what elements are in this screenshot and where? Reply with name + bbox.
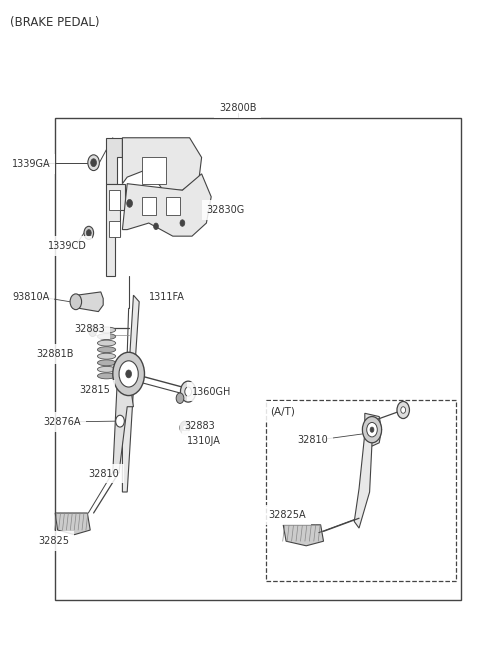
Circle shape bbox=[91, 159, 96, 167]
Polygon shape bbox=[122, 174, 211, 236]
Text: 32883: 32883 bbox=[74, 324, 105, 335]
Polygon shape bbox=[106, 138, 122, 184]
Polygon shape bbox=[354, 420, 373, 528]
Circle shape bbox=[180, 220, 185, 226]
Text: 1310JA: 1310JA bbox=[187, 436, 221, 446]
Text: 32800B: 32800B bbox=[219, 103, 256, 113]
Ellipse shape bbox=[97, 327, 116, 333]
Circle shape bbox=[84, 226, 94, 239]
Circle shape bbox=[370, 427, 374, 432]
Text: 32881B: 32881B bbox=[36, 349, 73, 359]
Bar bbox=[142, 157, 166, 184]
Text: 32815: 32815 bbox=[79, 385, 110, 396]
Circle shape bbox=[397, 401, 409, 419]
Polygon shape bbox=[283, 525, 324, 546]
Circle shape bbox=[367, 422, 377, 437]
Polygon shape bbox=[122, 138, 202, 190]
Text: 32883: 32883 bbox=[185, 421, 216, 432]
Ellipse shape bbox=[97, 359, 116, 365]
Ellipse shape bbox=[97, 333, 116, 339]
Circle shape bbox=[113, 352, 144, 396]
Bar bbox=[266, 400, 456, 581]
Polygon shape bbox=[77, 292, 103, 312]
Ellipse shape bbox=[97, 373, 116, 379]
Text: 32876A: 32876A bbox=[43, 417, 81, 427]
Ellipse shape bbox=[97, 340, 116, 346]
Text: (BRAKE PEDAL): (BRAKE PEDAL) bbox=[10, 16, 99, 30]
Ellipse shape bbox=[97, 366, 116, 372]
Circle shape bbox=[126, 370, 132, 378]
Circle shape bbox=[154, 223, 158, 230]
Polygon shape bbox=[122, 295, 139, 492]
Polygon shape bbox=[113, 374, 133, 472]
Circle shape bbox=[70, 294, 82, 310]
Circle shape bbox=[116, 415, 124, 427]
Text: 32810: 32810 bbox=[298, 434, 328, 445]
Circle shape bbox=[88, 155, 99, 171]
Circle shape bbox=[180, 421, 190, 434]
Text: 32830G: 32830G bbox=[206, 205, 245, 215]
Circle shape bbox=[86, 230, 91, 236]
Text: 1339CD: 1339CD bbox=[48, 241, 87, 251]
Circle shape bbox=[176, 393, 184, 403]
Ellipse shape bbox=[97, 353, 116, 359]
Text: 1360GH: 1360GH bbox=[192, 386, 231, 397]
Text: (A/T): (A/T) bbox=[270, 406, 295, 417]
Circle shape bbox=[183, 425, 187, 430]
Circle shape bbox=[127, 199, 132, 207]
Text: 1339GA: 1339GA bbox=[12, 159, 50, 169]
Ellipse shape bbox=[97, 346, 116, 352]
Bar bbox=[109, 190, 120, 210]
Polygon shape bbox=[365, 413, 382, 446]
Circle shape bbox=[362, 417, 382, 443]
Text: 32825A: 32825A bbox=[269, 510, 306, 520]
Text: 93810A: 93810A bbox=[12, 291, 49, 302]
Bar bbox=[142, 197, 156, 215]
Circle shape bbox=[89, 326, 96, 337]
Bar bbox=[166, 197, 180, 215]
Bar bbox=[109, 221, 120, 237]
Circle shape bbox=[119, 361, 138, 387]
Circle shape bbox=[180, 381, 196, 402]
Bar bbox=[55, 118, 461, 600]
Text: 32810: 32810 bbox=[89, 468, 120, 479]
Text: 1311FA: 1311FA bbox=[149, 291, 185, 302]
Circle shape bbox=[185, 387, 192, 396]
Polygon shape bbox=[55, 513, 90, 535]
Circle shape bbox=[401, 407, 406, 413]
Text: 32825: 32825 bbox=[38, 536, 70, 546]
Polygon shape bbox=[106, 184, 125, 276]
